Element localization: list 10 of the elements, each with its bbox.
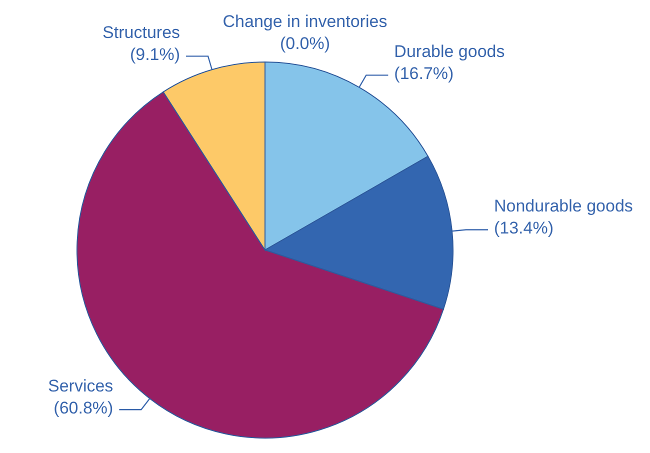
data-label: (16.7%) [394, 64, 454, 84]
category-label: Change in inventories [222, 12, 388, 31]
data-label: (60.8%) [54, 398, 114, 418]
data-label: (9.1%) [130, 45, 180, 64]
slice-label: Structures [102, 23, 180, 42]
slice-label: Services [48, 376, 114, 396]
text: (0.0%) [280, 34, 330, 53]
slice-label: Durable goods [394, 42, 505, 62]
data-label: (13.4%) [494, 218, 554, 238]
slice-label: Nondurable goods [494, 196, 633, 216]
